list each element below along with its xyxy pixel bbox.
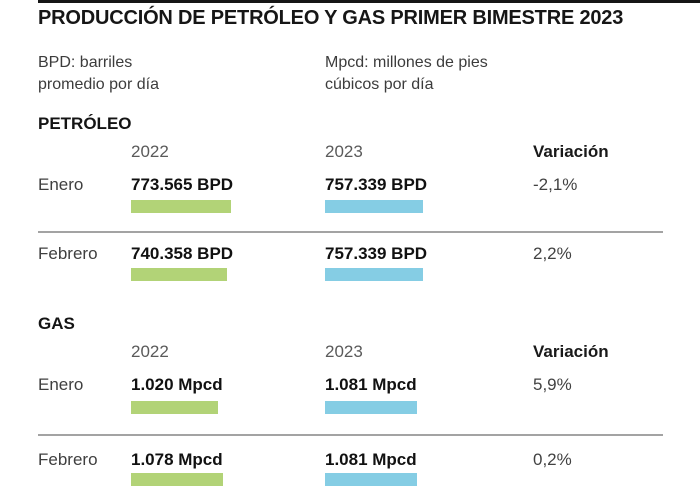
bar-2023 xyxy=(325,401,417,414)
column-header-variacion: Variación xyxy=(533,342,609,361)
section-title-gas: GAS xyxy=(38,314,75,333)
row-separator xyxy=(38,434,663,436)
legend-mpcd-line1: Mpcd: millones de pies xyxy=(325,54,488,71)
value-2022: 740.358 BPD xyxy=(131,244,234,263)
section-title-petroleo: PETRÓLEO xyxy=(38,114,132,133)
column-header-2023: 2023 xyxy=(325,342,363,361)
column-header-row-gas: 2022 2023 Variación xyxy=(0,342,700,366)
legend-bpd-line1: BPD: barriles xyxy=(38,54,133,71)
value-2022: 1.020 Mpcd xyxy=(131,375,223,394)
legend-mpcd: Mpcd: millones de pies cúbicos por día xyxy=(325,52,488,96)
column-header-2022: 2022 xyxy=(131,342,169,361)
bar-row xyxy=(0,200,700,213)
legend-bpd-line2: promedio por día xyxy=(38,76,159,93)
bar-2022 xyxy=(131,200,231,213)
table-row: Enero 773.565 BPD 757.339 BPD -2,1% xyxy=(0,175,700,199)
column-header-row-petroleo: 2022 2023 Variación xyxy=(0,142,700,166)
value-2023: 757.339 BPD xyxy=(325,175,428,194)
value-2022: 773.565 BPD xyxy=(131,175,234,194)
legend-bpd: BPD: barriles promedio por día xyxy=(38,52,159,96)
variation-value: 2,2% xyxy=(533,244,572,263)
month-label: Febrero xyxy=(38,244,98,263)
legend-mpcd-line2: cúbicos por día xyxy=(325,76,434,93)
page-title: PRODUCCIÓN DE PETRÓLEO Y GAS PRIMER BIME… xyxy=(38,7,624,29)
variation-value: 0,2% xyxy=(533,450,572,469)
column-header-2022: 2022 xyxy=(131,142,169,161)
column-header-2023: 2023 xyxy=(325,142,363,161)
table-row: Febrero 740.358 BPD 757.339 BPD 2,2% xyxy=(0,244,700,268)
bar-2023 xyxy=(325,268,423,281)
value-2022: 1.078 Mpcd xyxy=(131,450,223,469)
month-label: Enero xyxy=(38,375,84,394)
bar-row xyxy=(0,473,700,486)
bar-row xyxy=(0,401,700,414)
value-2023: 1.081 Mpcd xyxy=(325,450,417,469)
row-separator xyxy=(38,231,663,233)
variation-value: -2,1% xyxy=(533,175,578,194)
value-2023: 757.339 BPD xyxy=(325,244,428,263)
bar-2022 xyxy=(131,401,218,414)
table-row: Enero 1.020 Mpcd 1.081 Mpcd 5,9% xyxy=(0,375,700,399)
month-label: Febrero xyxy=(38,450,98,469)
bar-2022 xyxy=(131,473,223,486)
bar-2023 xyxy=(325,473,417,486)
column-header-variacion: Variación xyxy=(533,142,609,161)
bar-2023 xyxy=(325,200,423,213)
value-2023: 1.081 Mpcd xyxy=(325,375,417,394)
bar-row xyxy=(0,268,700,281)
bar-2022 xyxy=(131,268,227,281)
top-rule xyxy=(38,0,700,3)
variation-value: 5,9% xyxy=(533,375,572,394)
month-label: Enero xyxy=(38,175,84,194)
table-row: Febrero 1.078 Mpcd 1.081 Mpcd 0,2% xyxy=(0,450,700,474)
